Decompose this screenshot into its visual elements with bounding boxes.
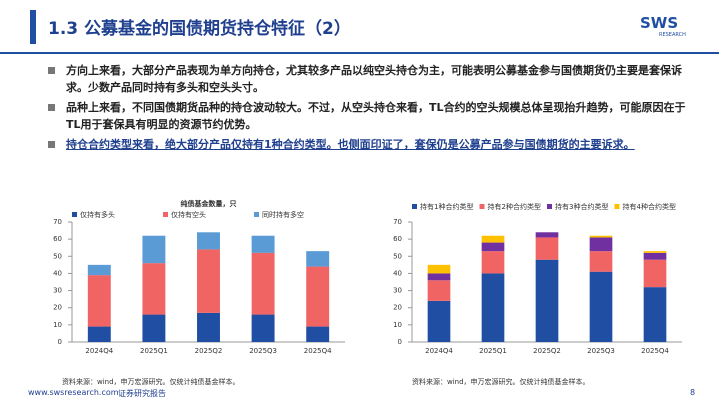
x-tick-label: 2025Q4 [641,347,669,355]
bullet: 持仓合约类型来看，绝大部分产品仅持有1种合约类型。也侧面印证了，套保仍是公募产品… [46,136,686,153]
bar-segment [535,237,559,260]
bar-segment [197,232,220,250]
legend-swatch [254,212,259,217]
bar-segment [589,235,613,238]
bar-segment [481,273,505,342]
bullets: 方向上来看，大部分产品表现为单方向持仓，尤其较多产品以纯空头持仓为主，可能表明公… [46,62,686,156]
legend-label: 持有1种合约类型 [420,202,473,211]
y-tick-label: 10 [53,321,62,329]
bar-segment [142,314,166,342]
bar-segment [535,232,559,238]
legend-label: 持有4种合约类型 [623,202,676,211]
accent-bar [30,10,36,44]
x-tick-label: 2025Q2 [195,347,223,355]
y-tick-label: 60 [53,235,62,243]
legend-swatch [614,204,620,209]
bar-segment [306,326,330,342]
page-number: 8 [690,388,696,397]
bar-segment [197,249,220,313]
y-tick-label: 20 [53,304,62,312]
legend-label: 仅持有多头 [80,210,115,219]
bar-segment [643,252,667,260]
x-tick-label: 2025Q1 [479,347,507,355]
bullet: 品种上来看，不同国债期货品种的持仓波动较大。不过，从空头持仓来看，TL合约的空头… [46,99,686,133]
y-tick-label: 70 [53,218,62,226]
bar-segment [643,251,667,253]
x-tick-label: 2025Q1 [140,347,168,355]
footer-site: www.swsresearch.com [28,388,119,397]
legend-swatch [163,212,168,217]
legend-label: 持有3种合约类型 [555,202,608,211]
y-tick-label: 40 [53,269,62,277]
header-rule [0,52,719,54]
legend-swatch [72,212,77,217]
bar-segment [251,314,275,342]
bar-segment [427,300,451,342]
legend-swatch [547,204,552,209]
x-tick-label: 2025Q2 [533,347,561,355]
y-tick-label: 20 [393,304,402,312]
bar-segment [427,273,451,281]
chart-title: 纯债基金数量，只 [181,199,237,208]
bar-segment [481,251,505,274]
bar-segment [535,259,559,342]
y-tick-label: 0 [398,338,402,346]
x-tick-label: 2025Q4 [304,347,332,355]
y-tick-label: 30 [393,287,402,295]
legend-swatch [412,204,417,209]
bar-segment [197,312,220,342]
y-tick-label: 10 [393,321,402,329]
legend-label: 仅持有空头 [171,210,206,219]
bar-segment [589,271,613,342]
x-tick-label: 2024Q4 [425,347,453,355]
bar-segment [142,235,166,264]
y-tick-label: 40 [393,269,402,277]
bullet: 方向上来看，大部分产品表现为单方向持仓，尤其较多产品以纯空头持仓为主，可能表明公… [46,62,686,96]
source-note: 资料来源：wind，申万宏源研究。仅统计纯债基金样本。 [412,377,590,386]
y-tick-label: 60 [393,235,402,243]
bar-segment [643,259,667,288]
bar-segment [251,252,275,315]
legend-label: 同时持有多空 [262,210,304,219]
bar-segment [306,266,330,327]
bar-segment [306,251,330,267]
bar-segment [481,235,505,243]
x-tick-label: 2024Q4 [85,347,113,355]
logo: SWS [640,14,679,32]
bar-segment [427,280,451,301]
legend-label: 持有2种合约类型 [488,202,541,211]
bar-segment [251,235,275,253]
y-tick-label: 50 [53,252,62,260]
bar-segment [142,263,166,315]
bar-segment [589,237,613,252]
bar-segment [427,264,451,274]
x-tick-label: 2025Q3 [587,347,615,355]
logo-sub: RESEARCH [659,32,686,38]
source-note: 资料来源：wind，申万宏源研究。仅统计纯债基金样本。 [62,377,240,386]
bar-segment [589,251,613,272]
footer-label: 证券研究报告 [118,389,166,398]
y-tick-label: 0 [58,338,62,346]
bar-segment [643,287,667,342]
y-tick-label: 30 [53,287,62,295]
bar-segment [87,275,111,327]
bar-segment [87,326,111,342]
y-tick-label: 70 [393,218,402,226]
y-tick-label: 50 [393,252,402,260]
bar-segment [481,242,505,252]
legend-swatch [479,204,485,209]
bar-segment [87,264,111,276]
x-tick-label: 2025Q3 [249,347,277,355]
slide-title: 1.3 公募基金的国债期货持仓特征（2） [48,19,351,39]
